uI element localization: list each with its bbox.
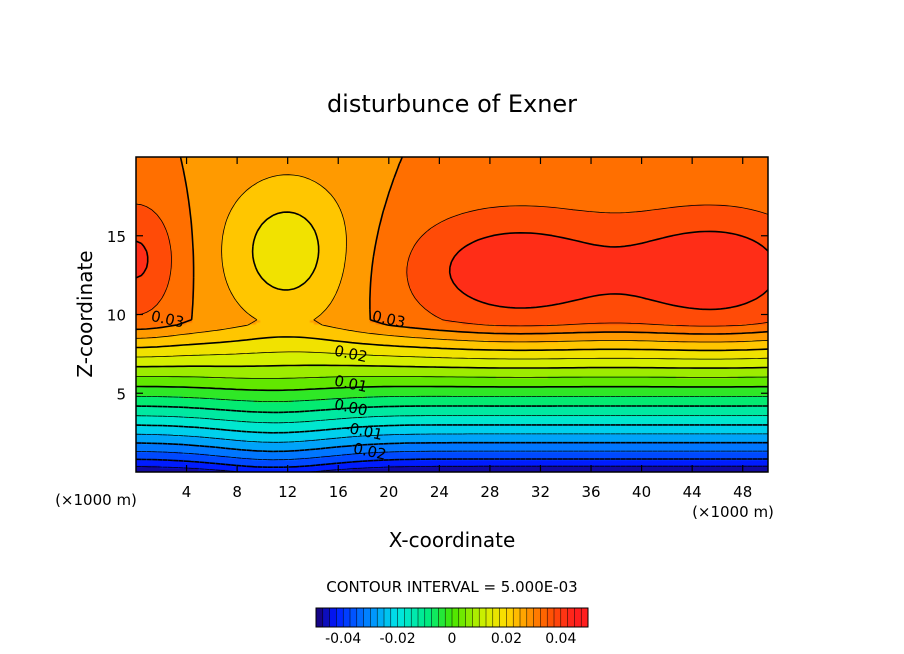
contour-line (136, 395, 768, 402)
colorbar (315, 607, 589, 628)
x-tick-label: 24 (430, 483, 449, 501)
colorbar-cell (397, 608, 405, 627)
contour-lines (136, 157, 768, 472)
colorbar-cell (465, 608, 473, 627)
colorbar-tick-label: 0 (448, 631, 457, 647)
contour-line (136, 203, 768, 327)
colorbar-cell (363, 608, 371, 627)
colorbar-cell (431, 608, 439, 627)
colorbar-cell (547, 608, 555, 627)
contour-line (136, 405, 768, 414)
x-unit-right: (×1000 m) (692, 503, 774, 521)
y-tick-label: 15 (107, 228, 126, 246)
y-tick-label: 5 (116, 385, 126, 403)
x-tick-label: 48 (733, 483, 752, 501)
y-axis: 5 10 15 (107, 228, 768, 403)
y-axis-label: Z-coordinate (73, 250, 97, 377)
contour-fill (136, 157, 768, 472)
colorbar-cell (316, 608, 324, 627)
x-tick-label: 32 (531, 483, 550, 501)
colorbar-cell (472, 608, 480, 627)
contour-line (136, 424, 768, 434)
contour-line (136, 157, 768, 335)
colorbar-ticks: -0.04 -0.02 0 0.02 0.04 (325, 631, 576, 647)
colorbar-cell (336, 608, 344, 627)
colorbar-tick-label: 0.02 (491, 631, 522, 647)
contour-line (136, 385, 768, 392)
contour-line (136, 415, 768, 424)
colorbar-cell (492, 608, 501, 627)
colorbar-cell (390, 608, 399, 627)
y-tick-label: 10 (107, 307, 126, 325)
colorbar-cell (574, 608, 582, 627)
colorbar-tick-label: -0.02 (379, 631, 415, 647)
colorbar-cell (533, 608, 541, 627)
chart-title: disturbunce of Exner (327, 90, 577, 118)
x-tick-label: 44 (683, 483, 702, 501)
colorbar-cell (560, 608, 569, 627)
colorbar-cell (350, 608, 358, 627)
colorbar-cell (554, 608, 562, 627)
x-tick-label: 16 (329, 483, 348, 501)
colorbar-cell (581, 608, 589, 627)
x-tick-label: 40 (632, 483, 651, 501)
colorbar-cell (506, 608, 514, 627)
colorbar-tick-label: -0.04 (325, 631, 361, 647)
contour-line (136, 465, 768, 472)
contour-line (136, 433, 768, 443)
colorbar-cell (322, 608, 331, 627)
x-tick-label: 12 (278, 483, 297, 501)
colorbar-cell (499, 608, 507, 627)
colorbar-cell (513, 608, 521, 627)
colorbar-cell (418, 608, 426, 627)
colorbar-cell (377, 608, 385, 627)
colorbar-cell (486, 608, 494, 627)
x-unit-left: (×1000 m) (55, 491, 137, 509)
colorbar-cell (540, 608, 548, 627)
x-tick-label: 36 (581, 483, 600, 501)
contour-line (136, 211, 768, 352)
contour-line (136, 174, 768, 343)
contour-fill-image (136, 157, 768, 472)
colorbar-cell (458, 608, 467, 627)
colorbar-cell (479, 608, 487, 627)
colorbar-cell (424, 608, 433, 627)
colorbar-cell (370, 608, 378, 627)
x-axis-label: X-coordinate (389, 528, 516, 552)
x-tick-label: 20 (379, 483, 398, 501)
colorbar-cell (356, 608, 365, 627)
colorbar-tick-label: 0.04 (545, 631, 576, 647)
colorbar-cell (343, 608, 351, 627)
colorbar-cell (520, 608, 528, 627)
colorbar-cell (404, 608, 412, 627)
contour-line (136, 351, 768, 360)
contour-line (136, 364, 768, 369)
contour-interval-label: CONTOUR INTERVAL = 5.000E-03 (326, 578, 577, 596)
x-tick-label: 8 (232, 483, 242, 501)
contour-line (136, 441, 768, 453)
colorbar-cell (567, 608, 575, 627)
contour-line (136, 458, 768, 468)
contour-line (136, 450, 768, 461)
x-tick-label: 4 (182, 483, 192, 501)
colorbar-frame (315, 607, 589, 628)
x-axis: 4 8 12 16 20 24 28 32 36 40 44 48 (182, 157, 752, 501)
colorbar-cell (526, 608, 535, 627)
colorbar-cell (438, 608, 446, 627)
colorbar-cell (384, 608, 392, 627)
x-tick-label: 28 (480, 483, 499, 501)
colorbar-cell (411, 608, 419, 627)
contour-line (136, 376, 768, 379)
colorbar-cell (329, 608, 337, 627)
colorbar-cell (452, 608, 460, 627)
colorbar-cell (445, 608, 453, 627)
